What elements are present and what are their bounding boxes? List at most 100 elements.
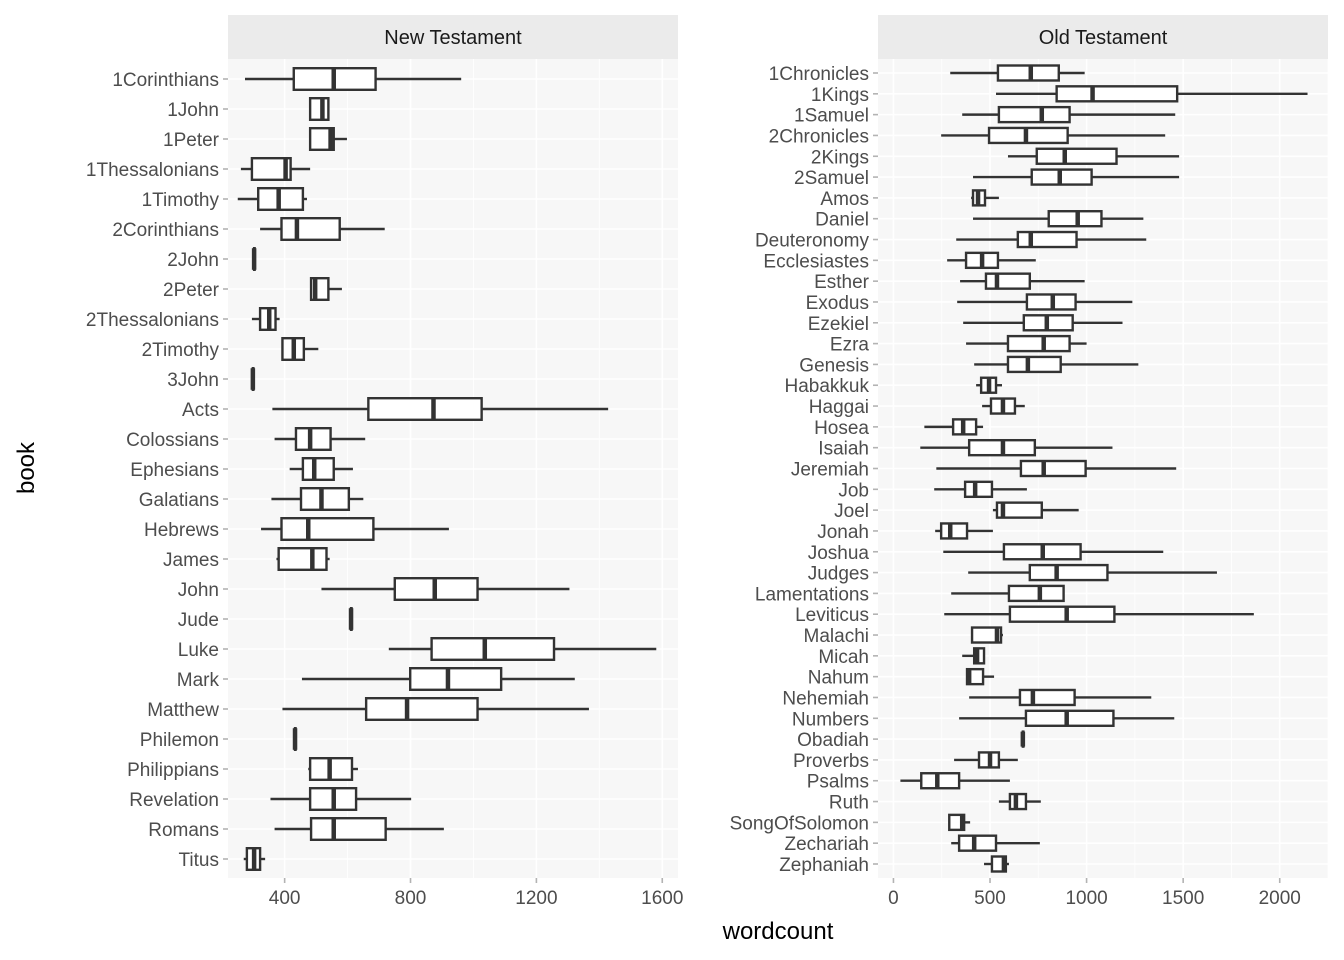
x-axis-title: wordcount bbox=[722, 918, 834, 945]
y-tick-label: Matthew bbox=[147, 700, 219, 721]
box-iqr bbox=[294, 427, 332, 452]
box-iqr bbox=[409, 667, 503, 692]
y-tick-label: Esther bbox=[814, 272, 870, 293]
boxplot-nehemiah bbox=[969, 688, 1152, 707]
y-tick-label: Lamentations bbox=[755, 584, 869, 605]
y-tick-label: Psalms bbox=[807, 772, 869, 793]
y-tick-label: 2Samuel bbox=[794, 168, 869, 189]
box-iqr bbox=[1006, 355, 1062, 374]
y-tick-label: Colossians bbox=[126, 430, 219, 451]
box-iqr bbox=[970, 626, 1003, 644]
y-tick-label: Jonah bbox=[817, 522, 869, 543]
y-tick-label: Titus bbox=[179, 850, 219, 871]
box-iqr bbox=[920, 772, 961, 790]
y-tick-label: Romans bbox=[148, 820, 219, 841]
x-tick-label: 800 bbox=[395, 888, 427, 909]
facet-strip bbox=[228, 15, 678, 59]
boxplot-haggai bbox=[982, 397, 1025, 415]
x-tick-label: 400 bbox=[269, 888, 301, 909]
y-tick-label: Ezekiel bbox=[808, 314, 869, 335]
x-tick-label: 500 bbox=[974, 888, 1006, 909]
boxplot-judges bbox=[968, 563, 1217, 582]
boxplot-luke bbox=[388, 637, 657, 662]
y-tick-label: 1Peter bbox=[163, 130, 220, 151]
boxplot-2timothy bbox=[281, 337, 319, 362]
box-iqr bbox=[299, 487, 351, 512]
boxplot-romans bbox=[274, 817, 444, 842]
y-tick-label: 2Corinthians bbox=[112, 220, 219, 241]
box-iqr bbox=[1019, 459, 1087, 478]
boxplot-2chronicles bbox=[941, 126, 1166, 145]
boxplot-philemon bbox=[292, 727, 298, 752]
box-iqr bbox=[939, 522, 969, 540]
y-tick-label: Hosea bbox=[814, 418, 869, 439]
boxplot-ezekiel bbox=[963, 314, 1123, 332]
boxplot-obadiah bbox=[1020, 730, 1026, 748]
y-tick-label: Acts bbox=[182, 400, 219, 421]
boxplot-2corinthians bbox=[260, 216, 385, 241]
facet-strip-label: Old Testament bbox=[1039, 27, 1168, 49]
boxplot-habakkuk bbox=[976, 376, 1002, 394]
y-tick-label: 2Thessalonians bbox=[86, 310, 219, 331]
boxplot-songofsolomon bbox=[948, 813, 971, 832]
y-tick-label: Proverbs bbox=[793, 751, 869, 772]
boxplot-nahum bbox=[965, 667, 995, 686]
boxplot-2kings bbox=[1007, 147, 1180, 165]
boxplot-mark bbox=[301, 667, 575, 692]
box-iqr bbox=[1035, 147, 1118, 165]
y-tick-label: Joel bbox=[834, 501, 869, 522]
y-tick-label: Deuteronomy bbox=[755, 231, 870, 252]
boxplot-john bbox=[321, 577, 570, 602]
box-iqr bbox=[1047, 210, 1103, 228]
facet-strip bbox=[878, 15, 1328, 59]
y-tick-label: Philemon bbox=[140, 730, 219, 751]
boxplot-hebrews bbox=[261, 517, 449, 542]
boxplot-1samuel bbox=[962, 105, 1176, 124]
boxplot-2peter bbox=[309, 277, 342, 302]
boxplot-joshua bbox=[943, 543, 1164, 561]
boxplot-zechariah bbox=[951, 834, 1040, 852]
boxplot-ruth bbox=[998, 792, 1041, 811]
y-tick-label: Jeremiah bbox=[791, 460, 869, 481]
boxplot-ecclesiastes bbox=[947, 251, 1036, 270]
y-tick-label: Daniel bbox=[815, 210, 869, 231]
y-tick-label: Mark bbox=[177, 670, 220, 691]
boxplot-jeremiah bbox=[936, 459, 1177, 478]
x-tick-label: 1600 bbox=[641, 888, 683, 909]
boxplot-titus bbox=[243, 847, 266, 872]
boxplot-1kings bbox=[996, 85, 1308, 103]
box-iqr bbox=[1016, 230, 1078, 249]
boxplot-micah bbox=[962, 647, 986, 665]
box-iqr bbox=[308, 126, 335, 151]
y-tick-label: 1Samuel bbox=[794, 106, 869, 127]
box-iqr bbox=[301, 457, 335, 482]
box-iqr bbox=[367, 397, 483, 422]
boxplot-1chronicles bbox=[950, 64, 1085, 82]
box-iqr bbox=[997, 105, 1071, 124]
box-iqr bbox=[1006, 334, 1071, 353]
y-tick-label: Ezra bbox=[830, 335, 870, 356]
y-tick-label: Luke bbox=[178, 640, 219, 661]
box-iqr bbox=[1008, 605, 1116, 623]
y-tick-label: 2Timothy bbox=[142, 340, 220, 361]
boxplot-matthew bbox=[282, 697, 589, 722]
x-tick-label: 0 bbox=[888, 888, 899, 909]
boxplot-numbers bbox=[959, 709, 1175, 727]
y-tick-label: 1Chronicles bbox=[769, 64, 869, 85]
y-tick-label: John bbox=[178, 580, 219, 601]
y-tick-label: Zechariah bbox=[785, 834, 870, 855]
box-iqr bbox=[996, 64, 1060, 82]
box-iqr bbox=[250, 156, 292, 181]
y-tick-label: Haggai bbox=[809, 397, 869, 418]
y-tick-label: Zephaniah bbox=[779, 855, 869, 876]
boxplot-lamentations bbox=[951, 584, 1065, 603]
box-iqr bbox=[1028, 563, 1109, 582]
y-tick-label: Exodus bbox=[806, 293, 869, 314]
boxplot-1timothy bbox=[237, 186, 307, 211]
boxplot-ephesians bbox=[289, 457, 353, 482]
y-tick-label: 1Kings bbox=[811, 85, 869, 106]
boxplot-esther bbox=[960, 272, 1085, 290]
y-tick-label: Amos bbox=[820, 189, 869, 210]
y-tick-label: Genesis bbox=[799, 355, 869, 376]
y-tick-label: Nahum bbox=[808, 668, 869, 689]
